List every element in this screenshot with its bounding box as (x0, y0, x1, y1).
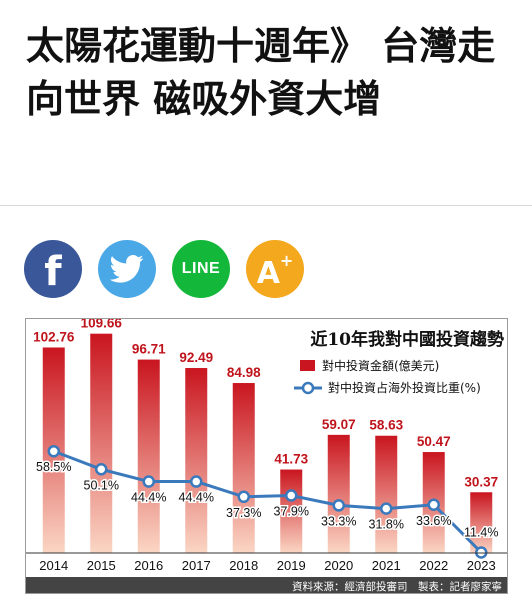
line-point-2014 (47, 444, 60, 458)
line-value-label: 37.9% (274, 505, 309, 519)
bar-value-label: 59.07 (322, 417, 356, 432)
x-tick-label: 2018 (229, 558, 258, 573)
line-point-2018 (237, 490, 250, 504)
line-value-label: 37.3% (226, 506, 261, 520)
x-tick-label: 2019 (277, 558, 306, 573)
bar-2023 (470, 492, 493, 553)
chart-frame: 102.76 109.66 96.71 92.49 84.98 41.73 59.07 58.… (25, 318, 508, 594)
facebook-icon: f (44, 249, 62, 295)
article-title: 太陽花運動十週年》 台灣走向世界 磁吸外資大增 (26, 24, 496, 121)
legend-line-marker (301, 381, 315, 395)
x-tick-label: 2015 (87, 558, 116, 573)
font-size-icon: A+ (256, 251, 294, 291)
bar-value-label: 84.98 (227, 365, 261, 380)
line-point-2016 (142, 475, 155, 488)
x-tick-label: 2020 (324, 558, 353, 573)
bar-value-label: 92.49 (179, 350, 213, 365)
bar-value-label: 109.66 (81, 319, 123, 331)
twitter-bird-icon (110, 254, 144, 283)
x-tick-label: 2017 (182, 558, 211, 573)
line-point-2023 (475, 546, 488, 559)
x-tick-label: 2023 (467, 558, 496, 573)
font-size-button[interactable]: A+ (246, 240, 304, 298)
line-value-label: 44.4% (131, 491, 166, 505)
line-point-2015 (95, 463, 108, 476)
legend-line-label: 對中投資占海外投資比重(%) (328, 380, 481, 395)
bar-value-label: 50.47 (417, 434, 451, 449)
bar-2018 (232, 383, 255, 553)
line-point-2021 (380, 502, 393, 515)
bar-2021 (375, 435, 398, 553)
bar-value-label: 96.71 (132, 342, 166, 357)
line-value-label: 11.4% (464, 525, 499, 539)
line-icon: LINE (181, 260, 221, 277)
share-ratio-line (53, 449, 483, 554)
line-value-label: 31.8% (369, 518, 404, 532)
bar-2020 (327, 434, 350, 553)
divider (0, 205, 532, 206)
line-value-label: 33.6% (416, 514, 451, 528)
line-value-label: 58.5% (36, 460, 71, 474)
line-point-2019 (285, 489, 298, 502)
bar-value-label: 58.63 (369, 418, 403, 433)
line-share-button[interactable]: LINE (172, 240, 230, 298)
x-tick-label: 2022 (419, 558, 448, 573)
bar-value-label: 102.76 (33, 329, 75, 344)
line-point-2022 (427, 498, 440, 512)
facebook-share-button[interactable]: f (24, 240, 82, 298)
bar-value-label: 41.73 (274, 452, 308, 467)
bar-2016 (137, 359, 160, 553)
line-value-label: 44.4% (179, 491, 214, 505)
x-tick-label: 2014 (39, 558, 68, 573)
twitter-share-button[interactable] (98, 240, 156, 298)
source-bar (26, 577, 507, 593)
line-value-label: 33.3% (321, 514, 356, 528)
source-credit: 資料來源：經濟部投審司 製表：記者廖家寧 (292, 580, 502, 593)
x-tick-label: 2021 (372, 558, 401, 573)
x-tick-label: 2016 (134, 558, 163, 573)
line-value-label: 50.1% (84, 478, 119, 492)
line-point-2020 (332, 499, 345, 512)
investment-trend-chart: 102.76 109.66 96.71 92.49 84.98 41.73 59.07 58.… (26, 319, 507, 593)
bar-2019 (280, 469, 303, 553)
bar-2017 (185, 368, 208, 553)
bar-2015 (90, 333, 113, 553)
legend-bar-swatch (300, 360, 315, 371)
legend-bar-label: 對中投資金額(億美元) (322, 358, 439, 373)
chart-title: 近10年我對中國投資趨勢 (310, 329, 504, 350)
bar-value-label: 30.37 (464, 474, 498, 489)
line-point-2017 (190, 475, 203, 488)
